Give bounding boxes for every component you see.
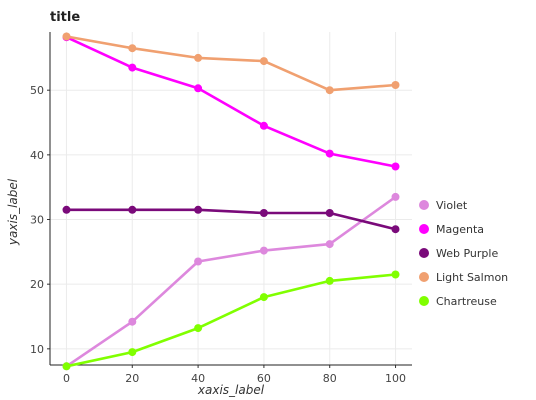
legend-label-violet: Violet bbox=[436, 199, 468, 212]
legend-key-chartreuse bbox=[419, 296, 429, 306]
data-point-violet bbox=[194, 257, 203, 266]
data-point-light-salmon bbox=[128, 44, 137, 53]
y-tick-label: 40 bbox=[30, 149, 44, 162]
data-point-chartreuse bbox=[128, 348, 137, 357]
x-tick-label: 80 bbox=[323, 372, 337, 385]
data-point-web-purple bbox=[259, 209, 268, 217]
legend-key-violet bbox=[419, 200, 429, 210]
data-point-violet bbox=[259, 246, 268, 255]
legend-label-light-salmon: Light Salmon bbox=[436, 271, 508, 284]
data-point-magenta bbox=[325, 149, 334, 158]
chart-title: title bbox=[50, 10, 80, 25]
legend-key-light-salmon bbox=[419, 272, 429, 282]
legend-key-magenta bbox=[419, 224, 429, 234]
data-point-chartreuse bbox=[62, 362, 71, 371]
y-tick-label: 20 bbox=[30, 278, 44, 291]
series-line-web-purple bbox=[65, 208, 397, 231]
data-point-violet bbox=[325, 240, 334, 249]
data-point-light-salmon bbox=[391, 81, 400, 89]
x-tick-label: 40 bbox=[191, 372, 205, 385]
x-tick-label: 0 bbox=[63, 372, 70, 385]
series-line-violet bbox=[65, 195, 397, 368]
legend-label-chartreuse: Chartreuse bbox=[436, 295, 497, 308]
data-point-violet bbox=[128, 317, 137, 326]
data-point-magenta bbox=[128, 63, 137, 72]
data-point-chartreuse bbox=[194, 324, 203, 333]
y-axis-title: yaxis_label bbox=[6, 178, 20, 246]
data-point-chartreuse bbox=[325, 276, 334, 285]
series-line-chartreuse bbox=[65, 273, 397, 368]
legend: Violet Magenta Web Purple Light Salmon Chart… bbox=[419, 199, 508, 308]
data-point-web-purple bbox=[325, 209, 334, 217]
legend-label-web-purple: Web Purple bbox=[436, 247, 498, 260]
data-point-light-salmon bbox=[62, 32, 71, 41]
data-point-web-purple bbox=[391, 225, 400, 234]
data-point-magenta bbox=[259, 121, 268, 130]
legend-label-magenta: Magenta bbox=[436, 223, 484, 236]
y-tick-label: 10 bbox=[30, 343, 44, 356]
x-tick-label: 60 bbox=[257, 372, 271, 385]
series-line-magenta bbox=[65, 35, 397, 168]
data-point-chartreuse bbox=[259, 293, 268, 302]
legend-key-web-purple bbox=[419, 248, 429, 258]
data-point-light-salmon bbox=[325, 86, 334, 95]
x-axis-title: xaxis_label bbox=[197, 383, 265, 397]
plot-area: 10 20 30 40 50 0 20 40 60 80 100 bbox=[30, 32, 412, 385]
data-point-light-salmon bbox=[259, 57, 268, 66]
data-point-light-salmon bbox=[194, 53, 203, 62]
data-point-violet bbox=[391, 192, 400, 201]
data-point-web-purple bbox=[194, 205, 203, 214]
data-point-web-purple bbox=[128, 205, 137, 214]
y-tick-label: 50 bbox=[30, 84, 44, 97]
y-tick-label: 30 bbox=[30, 214, 44, 227]
data-point-chartreuse bbox=[391, 270, 400, 279]
data-point-magenta bbox=[391, 162, 400, 171]
x-tick-label: 20 bbox=[125, 372, 139, 385]
series-line-light-salmon bbox=[65, 35, 397, 92]
plot-panel bbox=[50, 32, 412, 365]
data-point-web-purple bbox=[62, 205, 71, 214]
data-point-magenta bbox=[194, 84, 203, 93]
x-tick-label: 100 bbox=[385, 372, 406, 385]
